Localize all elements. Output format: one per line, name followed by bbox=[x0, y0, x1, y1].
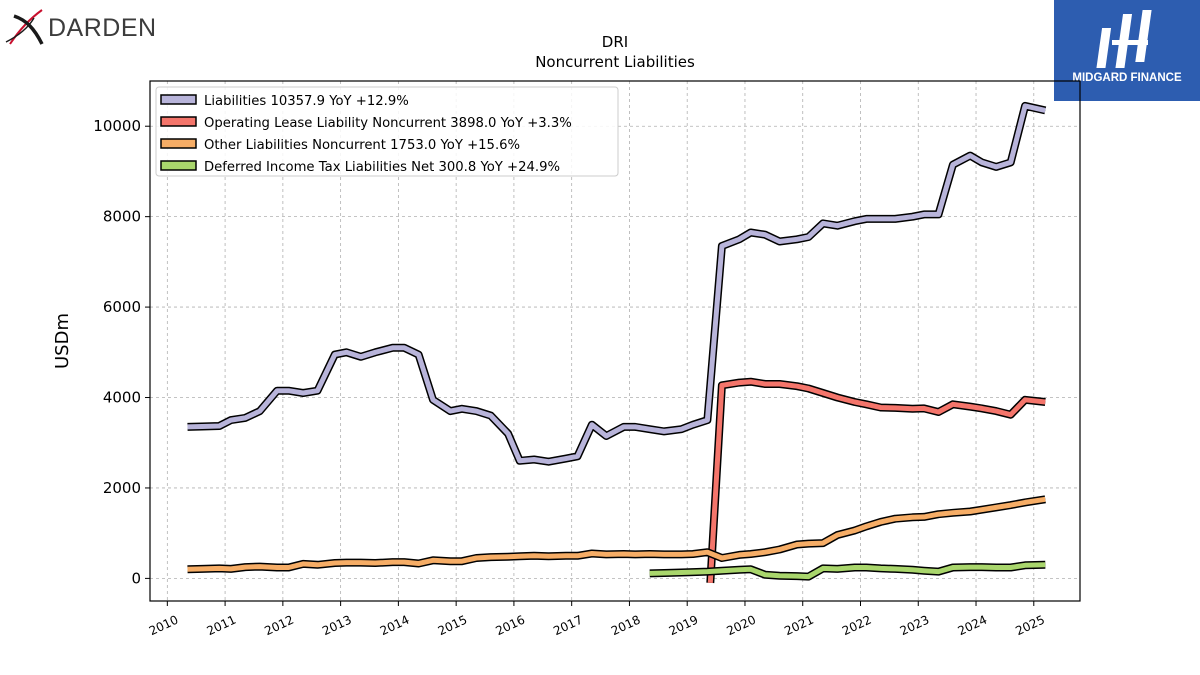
series-stroke bbox=[187, 103, 1046, 465]
legend-label: Deferred Income Tax Liabilities Net 300.… bbox=[204, 160, 560, 175]
midgard-finance-logo: MIDGARD FINANCE bbox=[1054, 0, 1200, 101]
series-line bbox=[187, 495, 1046, 574]
darden-logo: DARDEN bbox=[4, 6, 174, 48]
x-tick-label: 2021 bbox=[782, 613, 816, 639]
series-line bbox=[649, 560, 1046, 581]
y-axis: 0 2000 4000 6000 8000 10000 bbox=[93, 117, 150, 587]
series-stroke bbox=[649, 562, 1046, 580]
x-tick-label: 2010 bbox=[147, 613, 181, 639]
series-line bbox=[187, 101, 1047, 466]
legend-box bbox=[155, 86, 619, 177]
x-tick-label: 2013 bbox=[320, 613, 354, 639]
y-axis-label: USDm bbox=[52, 313, 73, 369]
legend-swatch bbox=[160, 138, 197, 149]
series-stroke bbox=[187, 496, 1046, 572]
x-tick-label: 2015 bbox=[436, 613, 470, 639]
plot-frame bbox=[149, 80, 1081, 602]
chart-subtitle: Noncurrent Liabilities bbox=[535, 53, 695, 71]
y-tick-label: 0 bbox=[131, 569, 141, 587]
x-tick-label: 2017 bbox=[551, 613, 585, 639]
x-tick-label: 2011 bbox=[205, 613, 239, 639]
legend-swatch bbox=[160, 160, 197, 171]
series-layer bbox=[187, 101, 1047, 584]
x-tick-label: 2018 bbox=[609, 613, 643, 639]
midgard-logo-text: MIDGARD FINANCE bbox=[1072, 72, 1182, 84]
x-tick-label: 2019 bbox=[667, 613, 701, 639]
x-tick-label: 2014 bbox=[378, 613, 412, 639]
legend-swatch bbox=[160, 116, 197, 127]
x-tick-label: 2012 bbox=[262, 613, 296, 639]
x-axis: 2010 2011 2012 2013 2014 2015 2016 2017 2018 2019… bbox=[147, 601, 1047, 638]
series-stroke bbox=[707, 379, 1046, 584]
legend-label: Liabilities 10357.9 YoY +12.9% bbox=[204, 94, 409, 109]
x-tick-label: 2020 bbox=[724, 613, 758, 639]
legend-label: Other Liabilities Noncurrent 1753.0 YoY … bbox=[204, 138, 520, 153]
x-tick-label: 2025 bbox=[1013, 613, 1047, 639]
x-tick-label: 2016 bbox=[493, 613, 527, 639]
legend-swatch bbox=[160, 94, 197, 105]
series-outline bbox=[187, 495, 1046, 574]
chart-title: DRI bbox=[602, 33, 628, 51]
y-tick-label: 6000 bbox=[103, 298, 141, 316]
darden-logo-text: DARDEN bbox=[48, 14, 157, 42]
y-tick-label: 8000 bbox=[103, 208, 141, 226]
x-tick-label: 2023 bbox=[898, 613, 932, 639]
darden-swoosh-icon: DARDEN bbox=[5, 9, 157, 45]
y-tick-label: 2000 bbox=[103, 479, 141, 497]
legend: Liabilities 10357.9 YoY +12.9% Operating … bbox=[155, 86, 619, 177]
midgard-emblem-icon: MIDGARD FINANCE bbox=[1072, 10, 1182, 84]
y-tick-label: 10000 bbox=[93, 117, 141, 135]
legend-label: Operating Lease Liability Noncurrent 389… bbox=[204, 116, 572, 131]
series-line bbox=[706, 377, 1046, 584]
y-tick-label: 4000 bbox=[103, 389, 141, 407]
x-tick-label: 2022 bbox=[840, 613, 874, 639]
x-tick-label: 2024 bbox=[956, 613, 990, 639]
